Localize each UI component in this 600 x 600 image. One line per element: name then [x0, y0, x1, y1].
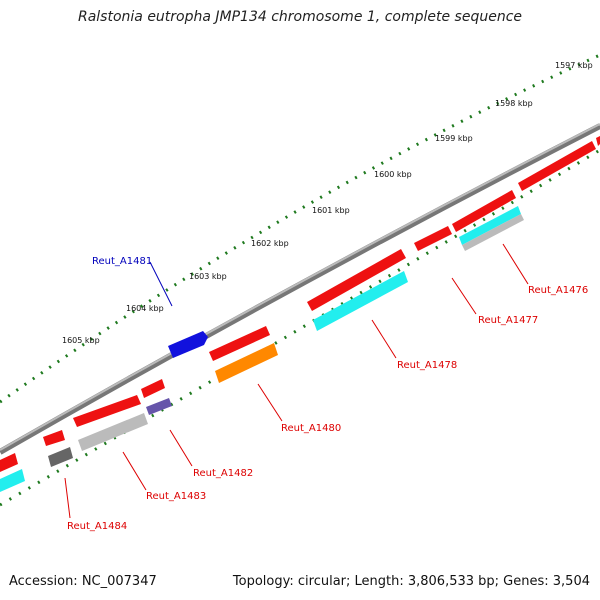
gene-arrow[interactable]	[596, 136, 600, 146]
gene-arrow-reut-a1481[interactable]	[168, 331, 208, 358]
ruler-label: 1597 kbp	[555, 61, 593, 70]
gene-arrow[interactable]	[452, 190, 516, 232]
cds-bar[interactable]	[313, 271, 408, 331]
cds-bar[interactable]	[459, 206, 521, 245]
gene-arrow[interactable]	[307, 249, 406, 311]
ruler-label: 1599 kbp	[435, 134, 473, 143]
chromosome-backbone-highlight	[0, 123, 600, 451]
gene-label[interactable]: Reut_A1478	[397, 360, 457, 371]
cds-bar[interactable]	[0, 469, 25, 492]
cds-bar[interactable]	[462, 214, 524, 251]
inner-ruler-track	[0, 148, 600, 507]
leader-line	[122, 451, 147, 491]
gene-label[interactable]: Reut_A1480	[281, 423, 341, 434]
ruler-label: 1605 kbp	[62, 336, 100, 345]
forward-strand-genes	[0, 136, 600, 472]
leader-line	[149, 261, 173, 307]
summary-label: Topology: circular; Length: 3,806,533 bp…	[232, 574, 590, 589]
gene-label[interactable]: Reut_A1482	[193, 468, 253, 479]
gene-label[interactable]: Reut_A1481	[92, 256, 152, 267]
chromosome-backbone	[0, 123, 600, 455]
outer-ruler-track	[0, 53, 600, 404]
gene-label[interactable]: Reut_A1483	[146, 491, 206, 502]
gene-arrow[interactable]	[141, 379, 165, 398]
gene-arrow[interactable]	[414, 226, 452, 251]
ruler-label: 1604 kbp	[126, 304, 164, 313]
leader-line	[64, 477, 71, 519]
cds-bar[interactable]	[48, 447, 73, 467]
gene-arrow[interactable]	[518, 141, 596, 191]
ruler-label: 1598 kbp	[495, 99, 533, 108]
accession-label: Accession: NC_007347	[9, 574, 157, 589]
ruler-label: 1603 kbp	[189, 272, 227, 281]
ruler-label: 1600 kbp	[374, 170, 412, 179]
leader-line	[169, 429, 193, 467]
leader-line	[257, 383, 283, 422]
cds-bar[interactable]	[146, 398, 172, 415]
cds-features	[0, 206, 524, 492]
gene-arrow[interactable]	[43, 430, 65, 446]
leader-line	[502, 243, 529, 285]
cds-bar[interactable]	[78, 413, 148, 451]
ruler-label: 1601 kbp	[312, 206, 350, 215]
leader-line	[451, 277, 477, 315]
leader-line	[371, 319, 397, 359]
gene-arrow[interactable]	[73, 395, 141, 427]
map-title: Ralstonia eutropha JMP134 chromosome 1, …	[77, 9, 522, 25]
gene-arrow[interactable]	[209, 326, 270, 361]
gene-arrow[interactable]	[0, 453, 18, 472]
gene-label[interactable]: Reut_A1476	[528, 285, 588, 296]
gene-label[interactable]: Reut_A1484	[67, 521, 127, 532]
cds-bar[interactable]	[215, 343, 278, 383]
gene-label[interactable]: Reut_A1477	[478, 315, 538, 326]
ruler-label: 1602 kbp	[251, 239, 289, 248]
